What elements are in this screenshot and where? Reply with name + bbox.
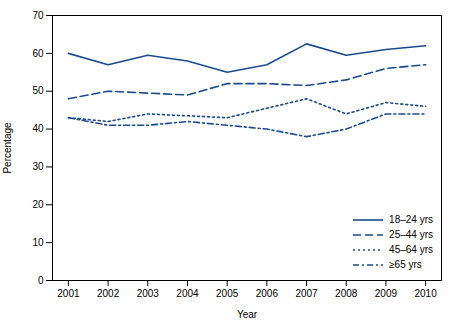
html-text:≥65 yrs: ≥65 yrs — [389, 259, 422, 270]
html-text:25–44 yrs: 25–44 yrs — [389, 229, 433, 240]
html-text:45–64 yrs: 45–64 yrs — [389, 244, 433, 255]
svg-text:60: 60 — [32, 48, 44, 59]
svg-text:10: 10 — [32, 237, 44, 248]
svg-text:30: 30 — [32, 161, 44, 172]
svg-text:2005: 2005 — [216, 288, 239, 299]
svg-text:2003: 2003 — [137, 288, 160, 299]
svg-text:2010: 2010 — [414, 288, 437, 299]
svg-text:2002: 2002 — [97, 288, 120, 299]
svg-text:Year: Year — [237, 309, 258, 320]
svg-text:70: 70 — [32, 10, 44, 21]
svg-text:50: 50 — [32, 85, 44, 96]
svg-text:2004: 2004 — [176, 288, 199, 299]
svg-text:2001: 2001 — [57, 288, 80, 299]
svg-text:0: 0 — [38, 275, 44, 286]
svg-text:2006: 2006 — [256, 288, 279, 299]
svg-text:2008: 2008 — [335, 288, 358, 299]
svg-text:Percentage: Percentage — [2, 122, 13, 174]
svg-text:40: 40 — [32, 123, 44, 134]
html-text:18–24 yrs: 18–24 yrs — [389, 214, 433, 225]
svg-text:2009: 2009 — [375, 288, 398, 299]
svg-text:20: 20 — [32, 199, 44, 210]
svg-text:2007: 2007 — [295, 288, 318, 299]
